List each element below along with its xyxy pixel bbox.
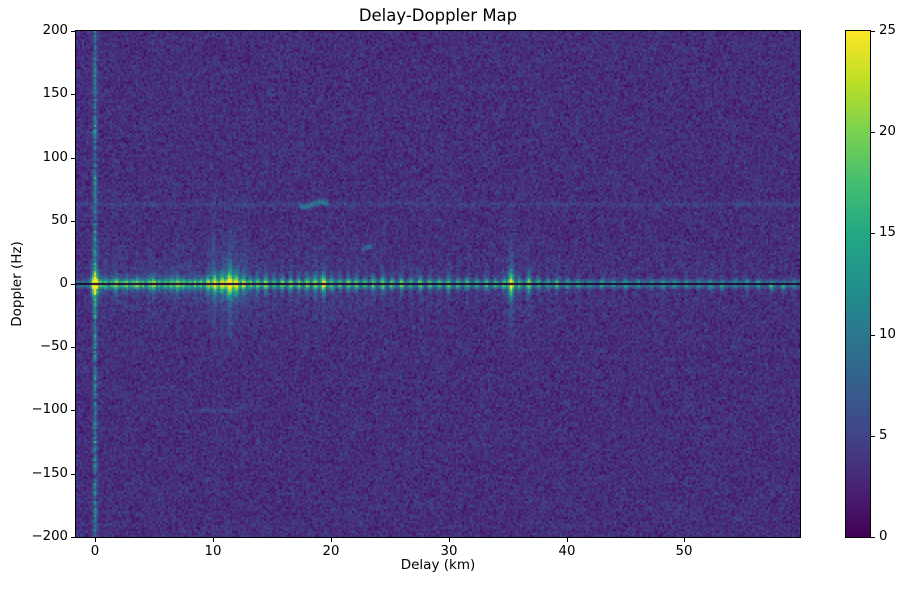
tick-mark (684, 538, 685, 542)
tick-mark (871, 233, 875, 234)
colorbar-tick-label: 0 (879, 529, 888, 544)
y-tick-label: 0 (59, 276, 68, 291)
tick-mark (71, 221, 75, 222)
chart-title: Delay-Doppler Map (358, 6, 518, 25)
x-tick-label: 20 (322, 544, 340, 559)
x-tick-label: 10 (204, 544, 222, 559)
tick-mark (71, 537, 75, 538)
tick-mark (449, 538, 450, 542)
x-tick-label: 40 (558, 544, 576, 559)
tick-mark (871, 335, 875, 336)
x-tick-label: 50 (675, 544, 693, 559)
colorbar-tick-label: 5 (879, 428, 888, 443)
tick-mark (213, 538, 214, 542)
tick-mark (71, 474, 75, 475)
y-tick-label: −100 (31, 402, 68, 417)
tick-mark (71, 410, 75, 411)
colorbar-canvas (846, 31, 870, 537)
heatmap-canvas (76, 31, 800, 537)
x-axis-label: Delay (km) (400, 557, 476, 573)
y-tick-label: 50 (51, 213, 68, 228)
y-axis-label: Doppler (Hz) (9, 241, 25, 327)
tick-mark (871, 132, 875, 133)
y-tick-label: −50 (39, 339, 68, 354)
y-tick-label: 100 (42, 150, 68, 165)
y-tick-label: −150 (31, 466, 68, 481)
y-tick-label: 200 (42, 23, 68, 38)
colorbar (845, 30, 871, 538)
tick-mark (871, 537, 875, 538)
tick-mark (95, 538, 96, 542)
tick-mark (71, 284, 75, 285)
x-tick-label: 0 (90, 544, 100, 559)
y-tick-label: 150 (42, 86, 68, 101)
tick-mark (331, 538, 332, 542)
tick-mark (71, 158, 75, 159)
tick-mark (71, 94, 75, 95)
plot-area (75, 30, 801, 538)
tick-mark (567, 538, 568, 542)
tick-mark (871, 436, 875, 437)
tick-mark (71, 347, 75, 348)
x-tick-label: 30 (440, 544, 458, 559)
y-tick-label: −200 (31, 529, 68, 544)
tick-mark (71, 31, 75, 32)
colorbar-tick-label: 20 (879, 124, 896, 139)
colorbar-tick-label: 10 (879, 327, 896, 342)
colorbar-tick-label: 15 (879, 225, 896, 240)
tick-mark (871, 31, 875, 32)
colorbar-tick-label: 25 (879, 23, 896, 38)
